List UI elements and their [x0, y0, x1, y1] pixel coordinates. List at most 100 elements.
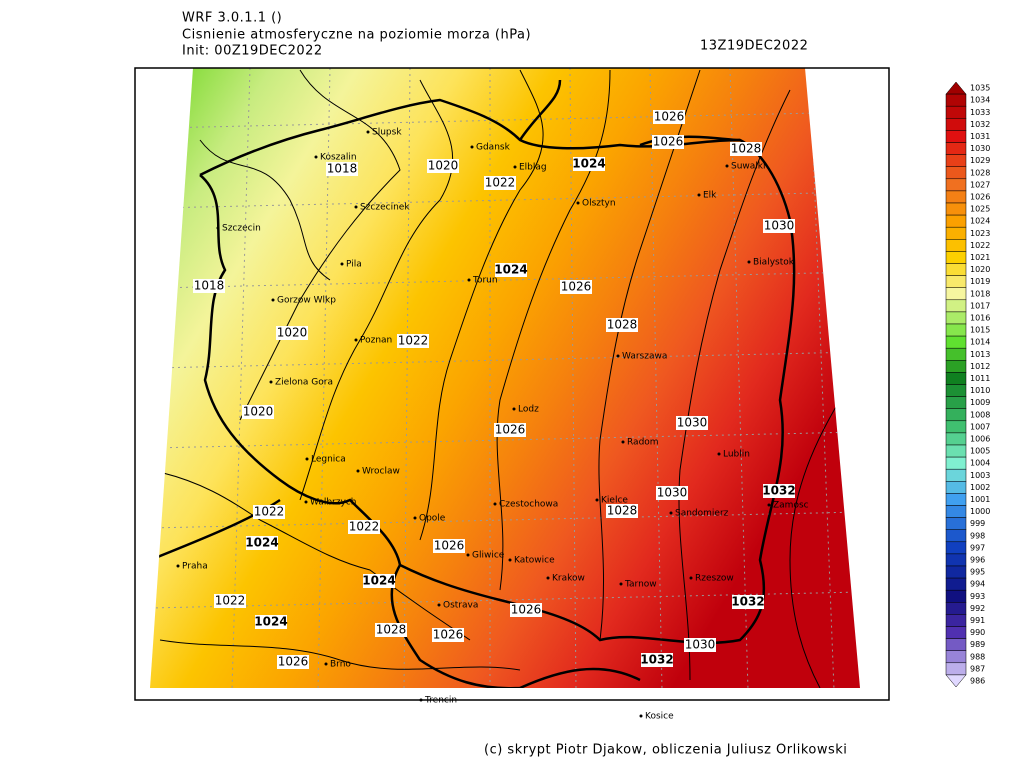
colorbar-cell [945, 481, 967, 494]
city-label: Czestochowa [499, 500, 558, 510]
isobar-label-bg [214, 594, 246, 608]
city-marker [467, 278, 471, 282]
city-marker [513, 165, 517, 169]
colorbar-label: 999 [970, 519, 985, 528]
colorbar-cell [945, 650, 967, 664]
colorbar-label: 998 [970, 531, 985, 540]
colorbar-label: 991 [970, 616, 985, 625]
colorbar-cell [945, 178, 967, 192]
colorbar-cell [945, 493, 967, 506]
isobar-label-bg [193, 279, 225, 293]
isobar-label-bg [348, 520, 380, 534]
isobar-label-bg [684, 638, 716, 652]
isobar-label-bg [253, 505, 285, 519]
city-marker [747, 260, 751, 264]
isobar-label-bg [763, 219, 795, 233]
isobar-label-bg [510, 603, 542, 617]
city-marker [493, 502, 497, 506]
city-label: Olsztyn [582, 199, 616, 209]
city-marker [697, 193, 701, 197]
city-marker [717, 452, 721, 456]
city-marker [356, 469, 360, 473]
isobar-label-bg [763, 484, 795, 498]
city-label: Suwalki [731, 162, 766, 172]
isobar-label: 1032 [762, 484, 795, 498]
city-marker [437, 603, 441, 607]
isobars [150, 69, 841, 688]
city-marker [304, 500, 308, 504]
colorbar-label: 1020 [970, 265, 990, 274]
isobar-label: 1026 [653, 135, 684, 149]
isobar-label: 1022 [215, 594, 246, 608]
city-marker [305, 457, 309, 461]
graticule [150, 68, 860, 688]
colorbar-label: 1032 [970, 120, 990, 129]
isobar-label-bg [560, 280, 592, 294]
colorbar-cell [945, 541, 967, 555]
city-marker [216, 226, 220, 230]
isobar-label: 1022 [485, 176, 516, 190]
colorbar-label: 1005 [970, 447, 990, 456]
colorbar-label: 989 [970, 640, 985, 649]
city-label: Pila [346, 260, 362, 270]
colorbar-cell [945, 408, 967, 422]
isobar-label-bg [375, 623, 407, 637]
colorbar-cell [945, 662, 967, 676]
city-label: Kielce [601, 496, 628, 506]
colorbar-cell [945, 626, 967, 639]
colorbar-cell [945, 505, 967, 518]
isobar-label-bg [494, 423, 526, 437]
colorbar-label: 1024 [970, 217, 990, 226]
city-label: Rzeszow [695, 574, 734, 584]
isobar-label: 1026 [495, 423, 526, 437]
pressure-field [150, 68, 860, 688]
city-marker [616, 354, 620, 358]
colorbar-label: 1021 [970, 253, 990, 262]
colorbar-label: 992 [970, 604, 985, 613]
city-marker [466, 553, 470, 557]
colorbar-cell [945, 154, 967, 167]
city-label: Walbrzych [310, 498, 356, 508]
colorbar-cell [945, 166, 967, 180]
isobar-label-bg [495, 263, 527, 277]
colorbar-label: 1019 [970, 277, 990, 286]
isobar-label: 1024 [254, 615, 287, 629]
init-time: Init: 00Z19DEC2022 [182, 44, 323, 59]
colorbar-cell [945, 529, 967, 543]
colorbar-cap [945, 81, 967, 95]
field-title: Cisnienie atmosferyczne na poziomie morz… [182, 28, 531, 43]
city-marker [546, 576, 550, 580]
colorbar-label: 1029 [970, 156, 990, 165]
valid-time: 13Z19DEC2022 [700, 39, 808, 54]
city-marker [413, 516, 417, 520]
isobar-label-bg [432, 628, 464, 642]
colorbar-cell [945, 142, 967, 155]
isobar-label: 1028 [731, 142, 762, 156]
colorbar-label: 1010 [970, 386, 990, 395]
colorbar-label: 1013 [970, 350, 990, 359]
colorbar-label: 994 [970, 580, 985, 589]
isobar-label-bg [326, 162, 358, 176]
colorbar-label: 1025 [970, 205, 990, 214]
colorbar-cell [945, 105, 967, 119]
city-label: Praha [182, 562, 208, 572]
isobar-label: 1022 [254, 505, 285, 519]
isobar-label-bg [242, 405, 274, 419]
colorbar-label: 1015 [970, 326, 990, 335]
isobar-label: 1032 [640, 653, 673, 667]
colorbar-label: 1027 [970, 180, 990, 189]
colorbar-cell [945, 553, 967, 567]
city-label: Opole [419, 514, 446, 524]
colorbar-cell [945, 202, 967, 216]
isobar-label-bg [363, 574, 395, 588]
colorbar-cell [945, 384, 967, 397]
city-label: Koszalin [320, 153, 357, 163]
isobar-label: 1018 [327, 162, 358, 176]
colorbar-label: 1030 [970, 144, 990, 153]
city-label: Kosice [645, 712, 674, 722]
city-label: Szczecinek [360, 203, 410, 213]
colorbar-cell [945, 263, 967, 276]
colorbar-label: 997 [970, 543, 985, 552]
colorbar-cell [945, 614, 967, 627]
